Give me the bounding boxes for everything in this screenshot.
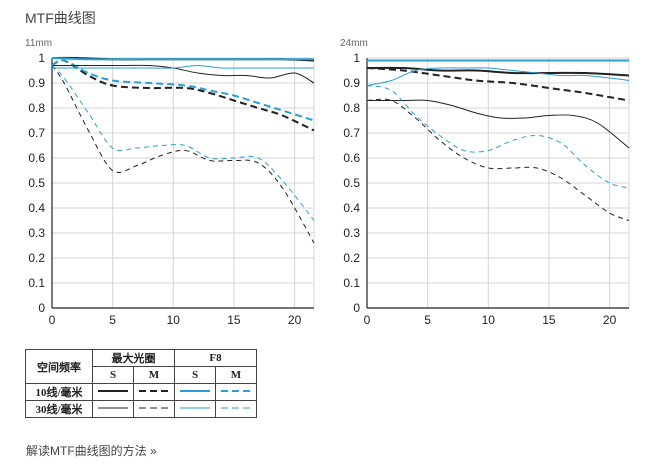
mtf-chart-11mm: 11mm 0 0.1 0.2 0.3 0.4 0.5 0.6 0.7 0.8 0.9 1 0 5 10 15 2…: [25, 34, 325, 334]
x-tick-label: 5: [424, 313, 431, 327]
page-title: MTF曲线图: [25, 10, 96, 26]
series-line-30-max-m: [51, 65, 315, 244]
x-tick-label: 20: [288, 313, 302, 327]
y-tick-label: 0.5: [343, 176, 360, 190]
series-line-10-max-m: [51, 59, 315, 132]
legend-sample-10-max-m: [133, 383, 175, 401]
x-tick-label: 0: [364, 313, 371, 327]
legend-sample-10-f8-s: [174, 383, 216, 401]
x-tick-label: 10: [482, 313, 496, 327]
y-tick-label: 0.6: [28, 151, 45, 165]
series-line-30-f8-s: [366, 67, 630, 86]
legend-row-30lp: 30线/毫米: [25, 400, 93, 418]
x-tick-label: 15: [227, 313, 241, 327]
legend-sub-s: S: [92, 366, 134, 384]
legend-sample-10-max-s: [92, 383, 134, 401]
y-tick-label: 0: [38, 301, 45, 315]
series-line-30-max-m: [366, 98, 630, 221]
y-tick-label: 0.4: [343, 201, 360, 215]
series-line-30-f8-s: [52, 64, 314, 69]
legend-header-max-aperture: 最大光圈: [92, 349, 175, 367]
y-tick-label: 1: [353, 51, 360, 65]
series-line-30-max-s: [367, 99, 630, 149]
legend-header-frequency: 空间频率: [25, 349, 93, 384]
series-line-10-max-s: [366, 66, 630, 77]
x-tick-label: 20: [603, 313, 617, 327]
x-tick-label: 15: [542, 313, 556, 327]
y-tick-label: 0.2: [343, 251, 360, 265]
legend-sample-30-f8-s: [174, 400, 216, 418]
series-line-30-f8-m: [51, 65, 315, 221]
legend-sample-30-max-s: [92, 400, 134, 418]
x-tick-label: 5: [109, 313, 116, 327]
y-tick-label: 0.4: [28, 201, 45, 215]
y-tick-label: 0.8: [28, 101, 45, 115]
y-tick-label: 0.1: [28, 276, 45, 290]
y-tick-label: 1: [38, 51, 45, 65]
x-tick-label: 10: [167, 313, 181, 327]
legend-sub-m: M: [133, 366, 175, 384]
mtf-guide-link[interactable]: 解读MTF曲线图的方法 »: [26, 444, 157, 458]
y-tick-label: 0.2: [28, 251, 45, 265]
x-tick-label: 0: [49, 313, 56, 327]
chart-title: 24mm: [340, 38, 368, 49]
y-tick-label: 0.8: [343, 101, 360, 115]
legend-sample-30-f8-m: [215, 400, 257, 418]
y-tick-label: 0: [353, 301, 360, 315]
y-tick-label: 0.7: [343, 126, 360, 140]
y-tick-label: 0.9: [28, 76, 45, 90]
legend-table: 空间频率 最大光圈 F8 S M S M 10线/毫米 30线/毫米: [25, 349, 257, 418]
series-line-30-max-s: [52, 64, 315, 84]
legend-row-10lp: 10线/毫米: [25, 383, 93, 401]
legend-header-f8: F8: [174, 349, 257, 367]
legend-sub-m: M: [215, 366, 257, 384]
mtf-chart-24mm: 24mm 0 0.1 0.2 0.3 0.4 0.5 0.6 0.7 0.8 0.9 1 0 5 10 15 2…: [340, 34, 640, 334]
y-tick-label: 0.3: [28, 226, 45, 240]
y-tick-label: 0.3: [343, 226, 360, 240]
y-tick-label: 0.7: [28, 126, 45, 140]
y-tick-label: 0.6: [343, 151, 360, 165]
legend-sub-s: S: [174, 366, 216, 384]
y-tick-label: 0.5: [28, 176, 45, 190]
series-line-30-f8-m: [366, 85, 630, 189]
legend-sample-30-max-m: [133, 400, 175, 418]
y-tick-label: 0.9: [343, 76, 360, 90]
chart-title: 11mm: [25, 38, 52, 49]
series-line-10-f8-m: [51, 59, 315, 122]
y-tick-label: 0.1: [343, 276, 360, 290]
series-line-10-max-m: [366, 67, 630, 102]
series-line-10-f8-s: [51, 57, 314, 61]
legend-sample-10-f8-m: [215, 383, 257, 401]
